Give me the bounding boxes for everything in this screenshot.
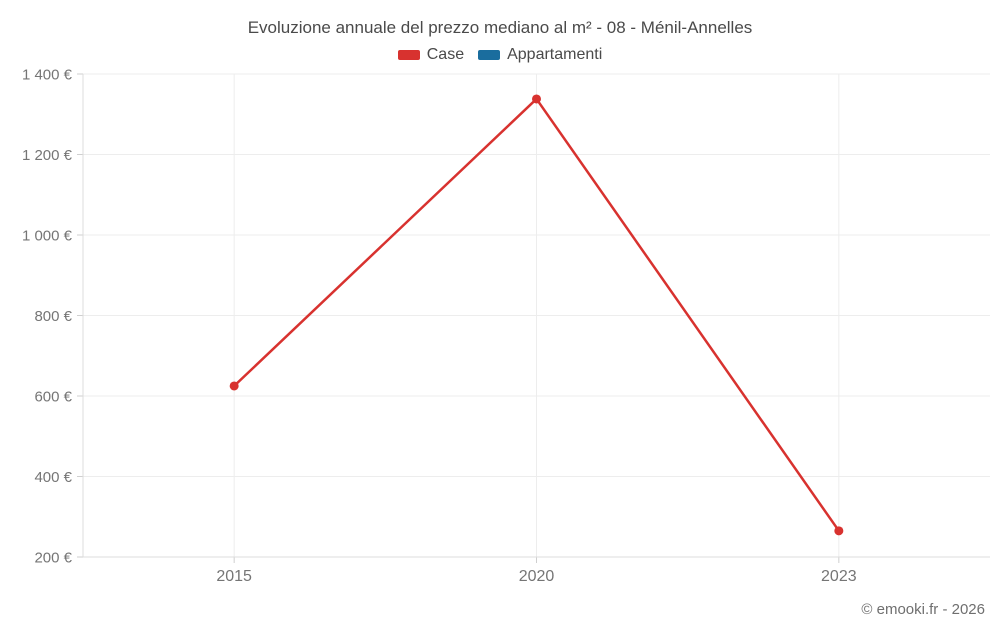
y-tick-label: 600 €: [34, 388, 72, 405]
legend-item-appartamenti[interactable]: Appartamenti: [478, 46, 602, 64]
x-tick-label-2015: 2015: [216, 568, 252, 585]
legend-swatch-appartamenti: [478, 50, 501, 60]
chart-title: Evoluzione annuale del prezzo mediano al…: [247, 18, 753, 37]
legend-swatch-case: [397, 50, 420, 60]
y-tick-label: 800 €: [34, 308, 72, 325]
legend-label-appartamenti: Appartamenti: [507, 46, 603, 63]
data-point-case-2023[interactable]: [834, 526, 844, 536]
data-point-case-2015[interactable]: [229, 381, 239, 391]
x-tick-label-2023: 2023: [821, 568, 857, 585]
data-point-case-2020[interactable]: [532, 94, 541, 104]
y-tick-label: 1 200 €: [22, 147, 73, 164]
legend-item-case[interactable]: Case: [397, 46, 465, 64]
y-tick-label: 200 €: [34, 549, 72, 566]
legend: Case Appartamenti: [0, 46, 1000, 64]
y-tick-label: 400 €: [34, 469, 72, 486]
footer-credit: © emooki.fr - 2026: [861, 601, 985, 618]
y-tick-label: 1 000 €: [22, 227, 73, 244]
legend-label-case: Case: [426, 46, 465, 63]
x-tick-label-2020: 2020: [519, 568, 555, 585]
y-tick-label: 1 400 €: [22, 66, 73, 83]
